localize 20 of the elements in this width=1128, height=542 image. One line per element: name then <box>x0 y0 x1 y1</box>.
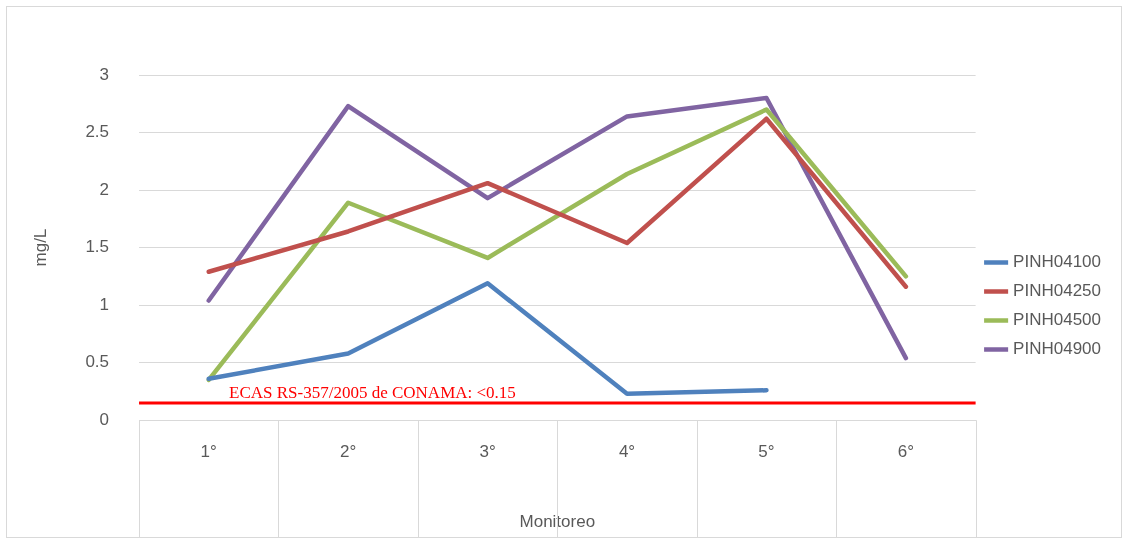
y-tick-label: 0.5 <box>85 352 110 372</box>
x-tick-label: 6° <box>897 442 915 462</box>
legend-label: PINH04500 <box>1013 310 1101 330</box>
x-tick-label: 1° <box>200 442 217 462</box>
legend-label: PINH04250 <box>1013 281 1101 301</box>
x-axis-title: Monitoreo <box>519 512 596 532</box>
y-tick-label: 0 <box>99 409 110 429</box>
x-tick-label: 2° <box>340 442 357 462</box>
ref-line-label: ECAS RS-357/2005 de CONAMA: <0.15 <box>229 382 516 402</box>
y-axis-title: mg/L <box>30 228 50 267</box>
y-tick-label: 1 <box>99 294 110 314</box>
x-tick-label: 3° <box>479 442 496 462</box>
x-tick-label: 4° <box>618 442 636 462</box>
y-tick-label: 2.5 <box>85 122 110 142</box>
y-tick-label: 3 <box>99 64 110 84</box>
legend-label: PINH04100 <box>1013 252 1101 272</box>
x-tick-label: 5° <box>758 442 775 462</box>
y-tick-label: 1.5 <box>85 237 110 257</box>
legend-label: PINH04900 <box>1013 339 1101 359</box>
y-tick-label: 2 <box>99 179 110 199</box>
